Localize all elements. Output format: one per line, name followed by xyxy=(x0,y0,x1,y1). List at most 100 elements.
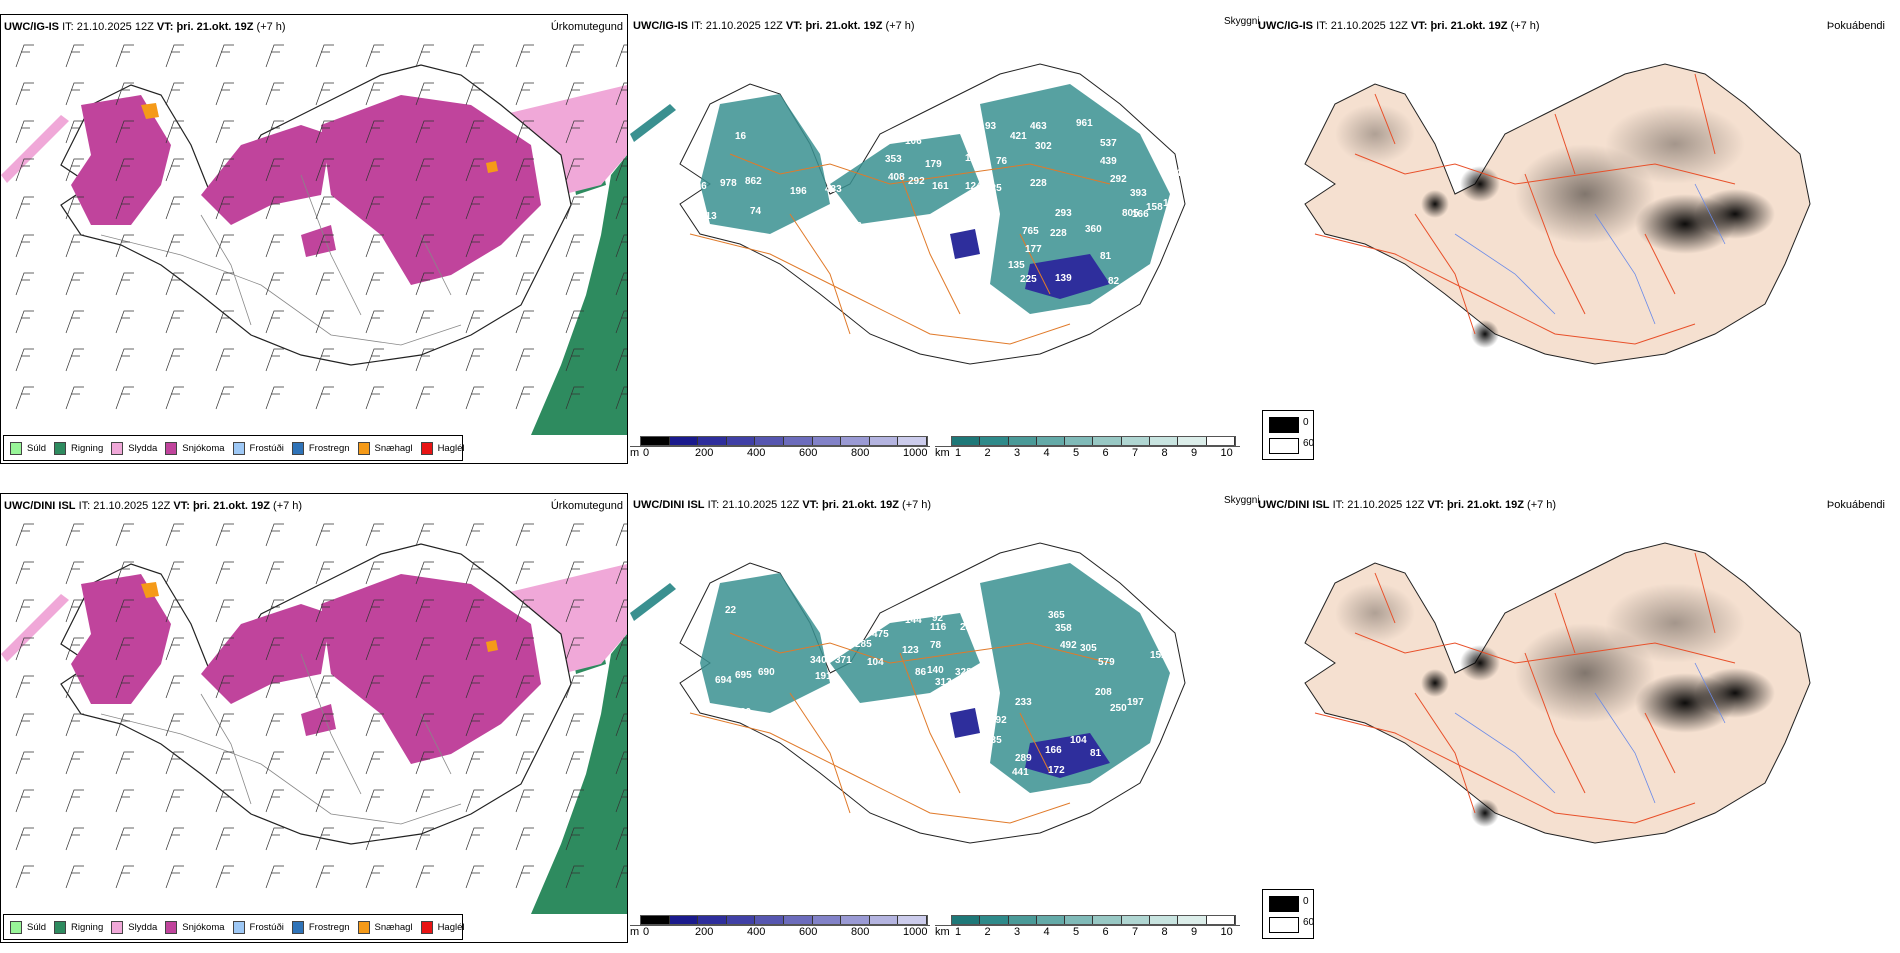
wind-barb-icon xyxy=(565,196,584,220)
fog-index-map xyxy=(1304,542,1811,844)
visibility-color-step xyxy=(980,437,1009,445)
ceiling-height-label: 492 xyxy=(1060,640,1077,651)
visibility-tick-label: 3 xyxy=(1014,447,1021,459)
wind-barb-icon xyxy=(265,599,284,623)
ceiling-height-label: 106 xyxy=(905,136,922,147)
ceiling-height-label: 694 xyxy=(715,675,732,686)
roads xyxy=(1314,73,1736,345)
lead-time: (+7 h) xyxy=(1527,499,1557,511)
legend-label: Frostregn xyxy=(308,921,350,933)
ceiling-color-step xyxy=(841,437,870,445)
wind-barb-icon xyxy=(15,827,34,851)
wind-barb-icon xyxy=(65,348,84,372)
wind-barb-icon xyxy=(415,713,434,737)
wind-barb-icon xyxy=(265,348,284,372)
wind-barb-icon xyxy=(465,348,484,372)
wind-barb-icon xyxy=(65,599,84,623)
forecast-row-ig-is: UWC/IG-IS IT: 21.10.2025 12Z VT: þri. 21… xyxy=(0,14,1900,474)
wind-barb-icon xyxy=(465,865,484,889)
wind-barb-icon xyxy=(165,44,184,68)
wind-barb-icon xyxy=(515,751,534,775)
snow-area xyxy=(321,574,541,764)
legend-swatch xyxy=(420,920,433,934)
visibility-unit: km xyxy=(935,447,950,459)
it-label: IT: xyxy=(78,500,91,512)
snow-area xyxy=(301,704,336,736)
ceiling-height-label: 78 xyxy=(930,640,942,651)
wind-barb-icon xyxy=(415,675,434,699)
model-name: UWC/DINI ISL xyxy=(4,500,76,512)
wind-barb-icon xyxy=(315,751,334,775)
precip-legend: Súld Rigning Slydda Snjókoma Frostúði Frostre… xyxy=(3,435,465,461)
snow-area xyxy=(321,95,541,285)
wind-barb-icon xyxy=(265,713,284,737)
vt-label: VT: xyxy=(1410,20,1428,32)
wind-barb-icon xyxy=(315,386,334,410)
visibility-color-step xyxy=(1150,916,1179,924)
wind-barb-icon xyxy=(215,675,234,699)
ceiling-height-label: 116 xyxy=(930,622,947,633)
wind-barb-icon xyxy=(365,637,384,661)
wind-barb-icon xyxy=(365,348,384,372)
wind-barb-icon xyxy=(215,561,234,585)
wind-barb-icon xyxy=(15,599,34,623)
panel-title: UWC/DINI ISL IT: 21.10.2025 12Z VT: þri.… xyxy=(633,499,931,511)
wind-barb-icon xyxy=(465,713,484,737)
visibility-color-step xyxy=(980,916,1009,924)
ceiling-color-step xyxy=(755,437,784,445)
ceiling-height-label: 463 xyxy=(1030,121,1047,132)
wind-barb-icon xyxy=(215,751,234,775)
visibility-color-step xyxy=(1150,437,1179,445)
wind-barb-icon xyxy=(565,120,584,144)
precip-legend-item: Frostúði xyxy=(232,920,284,934)
ceiling-height-label: 292 xyxy=(908,176,925,187)
lead-time: (+7 h) xyxy=(902,499,932,511)
wind-barb-icon xyxy=(265,310,284,334)
ceiling-color-step xyxy=(869,916,899,924)
wind-barb-icon xyxy=(115,234,134,258)
wind-barb-icon xyxy=(65,120,84,144)
wind-barb-icon xyxy=(465,234,484,258)
wind-barb-icon xyxy=(465,196,484,220)
wind-barb-icon xyxy=(365,561,384,585)
fog-high xyxy=(1421,190,1449,218)
ceiling-tick-label: 800 xyxy=(851,926,870,938)
roads xyxy=(100,174,462,346)
ceiling-color-step xyxy=(698,437,727,445)
ceiling-height-label: 365 xyxy=(1048,610,1065,621)
wind-barb-icon xyxy=(565,865,584,889)
wind-barb-icon xyxy=(65,561,84,585)
visibility-tick-label: 6 xyxy=(1102,926,1109,938)
wind-barb-icon xyxy=(165,751,184,775)
ceiling-tick-label: 0 xyxy=(643,447,650,459)
ceiling-height-label: 433 xyxy=(825,184,842,195)
visibility-color-step xyxy=(1065,437,1094,445)
wind-barb-icon xyxy=(415,561,434,585)
wind-barb-icon xyxy=(465,158,484,182)
precip-type-map xyxy=(1,44,627,435)
roads xyxy=(689,632,1111,824)
ceiling-tick-label: 1000 xyxy=(903,926,928,938)
legend-swatch xyxy=(10,920,22,934)
fog-high xyxy=(1421,669,1449,697)
precip-legend-item: Súld xyxy=(10,441,46,455)
fog-medium xyxy=(1335,583,1415,643)
precip-legend-item: Slydda xyxy=(111,920,157,934)
wind-barb-icon xyxy=(215,599,234,623)
wind-barb-icon xyxy=(65,523,84,547)
ceiling-height-label: 228 xyxy=(1050,228,1067,239)
ceiling-height-label: 197 xyxy=(1127,697,1144,708)
legend-label: Snjókoma xyxy=(182,442,225,454)
visibility-tick-label: 8 xyxy=(1161,926,1168,938)
wind-barb-icon xyxy=(365,827,384,851)
ceiling-color-step xyxy=(641,916,670,924)
ceiling-tick-label: 600 xyxy=(799,926,818,938)
wind-barb-icon xyxy=(15,561,34,585)
wind-barb-icon xyxy=(515,234,534,258)
lead-time: (+7 h) xyxy=(1510,20,1540,32)
wind-barb-icon xyxy=(115,348,134,372)
wind-barb-icon xyxy=(65,158,84,182)
vt-value: þri. 21.okt. 19Z xyxy=(1446,499,1524,511)
visibility-tick-label: 3 xyxy=(1014,926,1021,938)
wind-barb-icon xyxy=(465,386,484,410)
